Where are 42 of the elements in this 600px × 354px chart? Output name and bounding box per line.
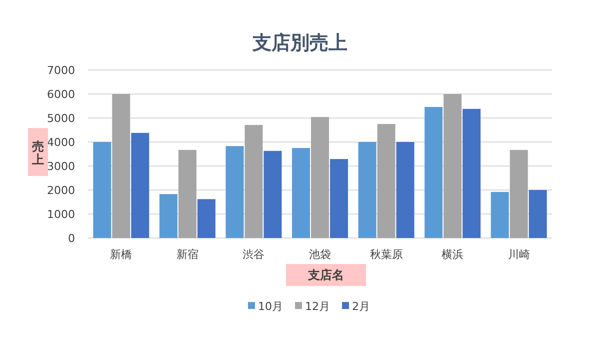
bar: [197, 199, 216, 238]
bar: [226, 146, 244, 238]
y-tick-label: 5000: [47, 112, 75, 125]
y-tick-label: 2000: [47, 184, 75, 197]
bar: [396, 142, 414, 238]
x-tick-label: 川崎: [508, 248, 530, 261]
x-tick-label: 新橋: [110, 248, 132, 261]
y-tick-label: 0: [68, 232, 75, 245]
bar: [490, 192, 509, 238]
bar: [424, 106, 443, 238]
bar: [112, 94, 130, 238]
bar: [528, 190, 547, 238]
bar: [330, 159, 348, 238]
bar: [159, 194, 178, 238]
x-tick-label: 渋谷: [242, 248, 265, 261]
bar: [178, 150, 196, 238]
y-tick-label: 1000: [47, 208, 75, 221]
bar: [510, 150, 528, 238]
bar: [311, 117, 329, 238]
x-tick-label: 横浜: [442, 248, 464, 261]
y-tick-label: 4000: [47, 136, 75, 149]
bar: [264, 150, 282, 238]
x-tick-label: 池袋: [309, 248, 331, 261]
bar: [93, 142, 112, 238]
bar: [131, 132, 150, 238]
x-axis-title: 支店名: [307, 268, 344, 282]
bar: [244, 124, 263, 238]
x-tick-label: 秋葉原: [370, 248, 403, 261]
y-tick-label: 3000: [47, 160, 75, 173]
y-axis-title: 売上: [31, 140, 44, 166]
bar: [292, 148, 310, 238]
bar: [462, 108, 481, 238]
y-tick-label: 6000: [47, 88, 75, 101]
chart-title: 支店別売上: [252, 32, 348, 54]
legend-label: 2月: [352, 300, 370, 313]
bar: [377, 124, 396, 238]
bar: [358, 142, 376, 238]
legend-label: 10月: [258, 300, 283, 313]
bar: [444, 94, 462, 238]
y-tick-label: 7000: [47, 64, 75, 77]
x-tick-label: 新宿: [176, 248, 198, 261]
legend-label: 12月: [305, 300, 330, 313]
